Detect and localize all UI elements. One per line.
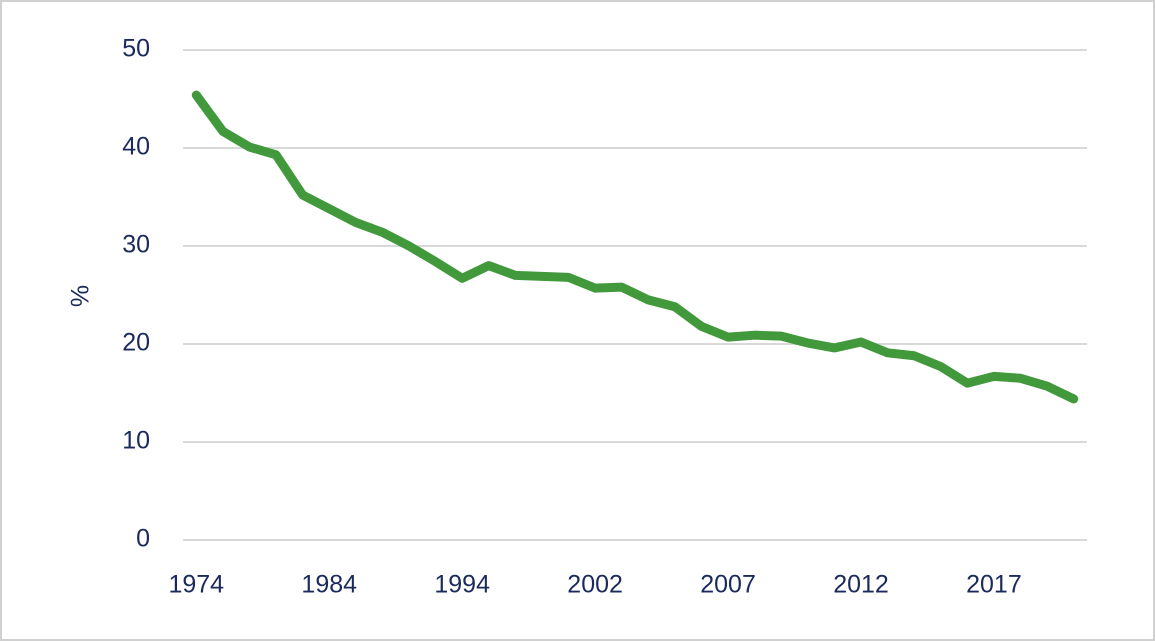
x-tick-label: 1994	[434, 571, 490, 599]
y-tick-label: 40	[122, 133, 150, 161]
x-tick-label: 2012	[833, 571, 889, 599]
y-tick-label: 0	[136, 525, 150, 553]
y-tick-label: 50	[122, 35, 150, 63]
x-tick-label: 2007	[700, 571, 756, 599]
y-tick-label: 10	[122, 427, 150, 455]
data-line	[191, 90, 1079, 404]
x-tick-label: 2017	[966, 571, 1022, 599]
x-tick-label: 1984	[301, 571, 357, 599]
x-tick-label: 2002	[567, 571, 623, 599]
y-tick-label: 30	[122, 231, 150, 259]
y-axis-label: %	[67, 285, 95, 307]
x-tick-label: 1974	[168, 571, 224, 599]
y-tick-label: 20	[122, 329, 150, 357]
